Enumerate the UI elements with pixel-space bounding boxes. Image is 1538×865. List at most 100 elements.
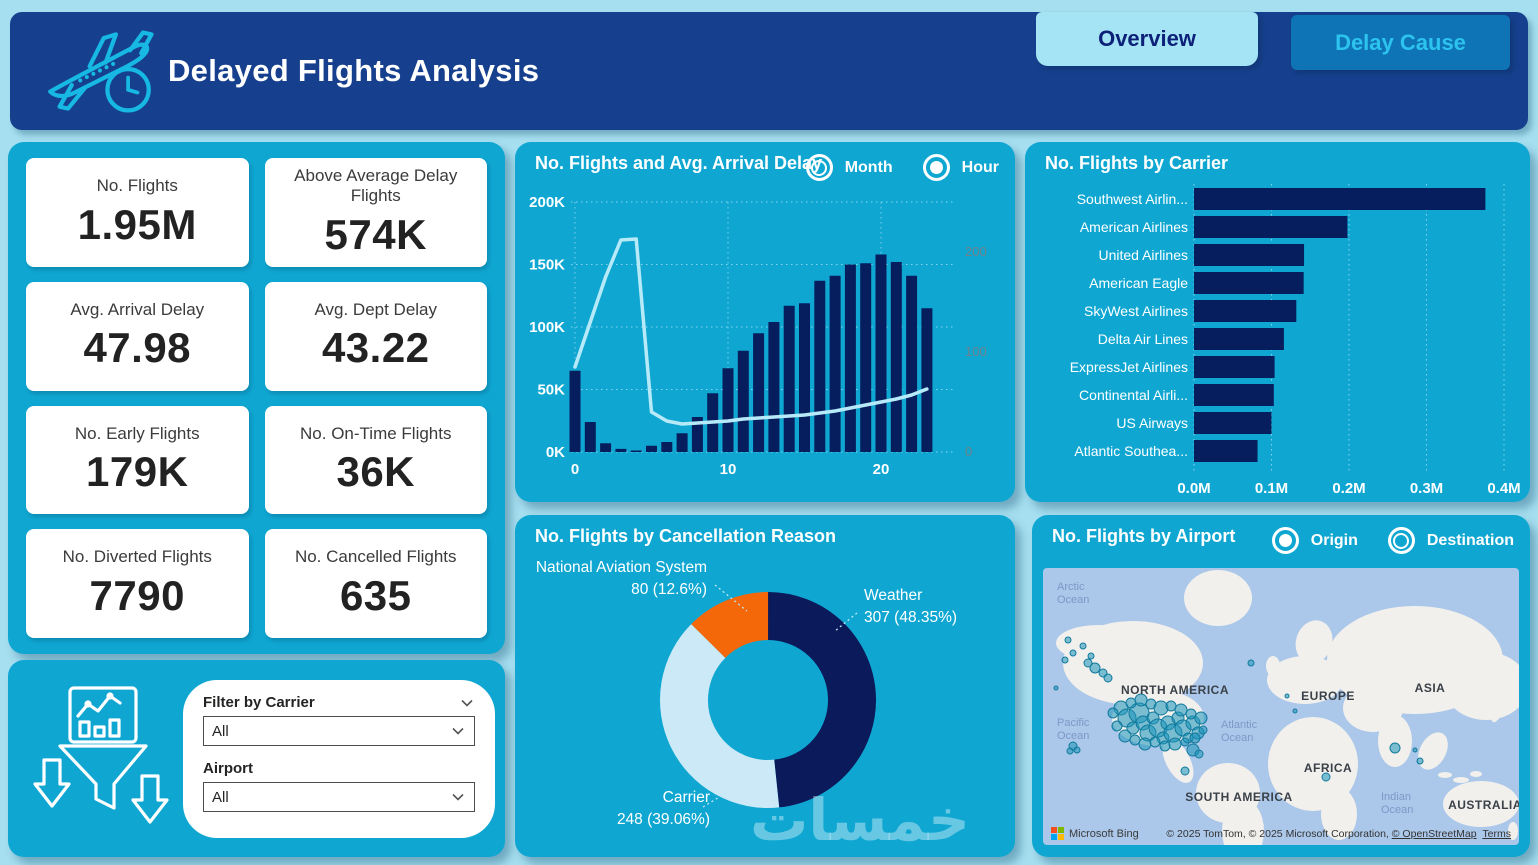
bar-hour-20[interactable]: [875, 254, 887, 453]
svg-text:Delta Air Lines: Delta Air Lines: [1098, 331, 1188, 347]
kpi-label: No. Early Flights: [74, 423, 200, 443]
radio-destination-icon[interactable]: [1387, 527, 1415, 554]
carrier-bar-9[interactable]: [1194, 440, 1258, 462]
bar-hour-22[interactable]: [906, 275, 918, 452]
airport-slicer-label: Airport: [203, 760, 253, 777]
carrier-bar-3[interactable]: [1194, 272, 1304, 294]
bar-hour-13[interactable]: [768, 322, 780, 452]
carrier-bar-0[interactable]: [1194, 188, 1486, 210]
bar-hour-6[interactable]: [661, 442, 673, 452]
bar-hour-17[interactable]: [829, 275, 841, 452]
toggle-hour-label: Hour: [961, 158, 999, 176]
toggle-hour[interactable]: Hour: [922, 154, 999, 181]
bar-hour-14[interactable]: [783, 305, 795, 452]
cancellation-donut-chart[interactable]: [515, 545, 1015, 857]
donut-slice-1[interactable]: [660, 624, 780, 808]
bar-hour-15[interactable]: [799, 303, 810, 452]
continent-label-3: AFRICA: [1304, 761, 1352, 775]
kpi-label: No. On-Time Flights: [300, 423, 452, 443]
kpi-grid: No. Flights 1.95M Above Average Delay Flig…: [26, 158, 487, 638]
bar-hour-1[interactable]: [584, 422, 596, 452]
carrier-bar-6[interactable]: [1194, 356, 1275, 378]
bar-hour-12[interactable]: [753, 333, 765, 452]
tab-overview[interactable]: Overview: [1036, 12, 1258, 66]
kpi-value: 1.95M: [77, 200, 197, 248]
carrier-bar-2[interactable]: [1194, 244, 1305, 266]
bar-hour-8[interactable]: [691, 417, 703, 452]
carrier-bar-1[interactable]: [1194, 216, 1348, 238]
terms-link[interactable]: Terms: [1482, 828, 1511, 840]
map-attribution-brand: Microsoft Bing: [1051, 827, 1139, 840]
donut-slice-0[interactable]: [767, 592, 876, 808]
kpi-card-avg-dept-delay: Avg. Dept Delay 43.22: [264, 281, 487, 391]
funnel-chart-icon: [33, 686, 169, 824]
bar-hour-23[interactable]: [921, 308, 933, 452]
svg-text:0.2M: 0.2M: [1332, 480, 1365, 497]
toggle-origin[interactable]: Origin: [1271, 527, 1358, 554]
bar-hour-16[interactable]: [814, 280, 826, 452]
carrier-bar-8[interactable]: [1194, 412, 1272, 434]
kpi-value: 635: [339, 571, 412, 619]
chevron-down-icon[interactable]: [459, 695, 475, 711]
svg-text:ExpressJet Airlines: ExpressJet Airlines: [1070, 359, 1188, 375]
ocean-label-3: Indian Ocean: [1381, 791, 1413, 816]
bar-hour-3[interactable]: [615, 448, 627, 452]
radio-month-icon[interactable]: [805, 154, 833, 181]
kpi-value: 47.98: [83, 324, 192, 372]
page-title: Delayed Flights Analysis: [168, 53, 540, 88]
map-attribution-copyright: © 2025 TomTom, © 2025 Microsoft Corporat…: [1166, 828, 1511, 840]
toggle-destination[interactable]: Destination: [1387, 527, 1514, 554]
bar-hour-21[interactable]: [890, 262, 902, 452]
carrier-bar-4[interactable]: [1194, 300, 1297, 322]
kpi-value: 574K: [324, 210, 427, 258]
kpi-value: 7790: [89, 571, 185, 619]
carrier-dropdown[interactable]: All: [203, 716, 475, 746]
bar-hour-7[interactable]: [676, 433, 688, 452]
kpi-label: Avg. Dept Delay: [314, 299, 438, 319]
radio-hour-icon[interactable]: [922, 154, 950, 181]
kpi-card-no-diverted-flights: No. Diverted Flights 7790: [26, 529, 249, 638]
airport-dropdown[interactable]: All: [203, 782, 475, 812]
ocean-label-0: Arctic Ocean: [1057, 581, 1089, 606]
svg-text:American Eagle: American Eagle: [1089, 275, 1188, 291]
chevron-down-icon: [452, 793, 464, 801]
carrier-bar-5[interactable]: [1194, 328, 1284, 350]
svg-text:200: 200: [965, 244, 987, 259]
bar-hour-19[interactable]: [860, 263, 872, 452]
bar-hour-11[interactable]: [737, 350, 749, 452]
toggle-month[interactable]: Month: [805, 154, 893, 181]
continent-label-5: AUSTRALIA: [1448, 798, 1519, 812]
world-map[interactable]: NORTH AMERICA EUROPE ASIA AFRICA SOUTH AMERI…: [1043, 568, 1519, 845]
radio-origin-icon[interactable]: [1271, 527, 1299, 554]
donut-slice-2[interactable]: [691, 591, 770, 659]
svg-text:100K: 100K: [529, 319, 565, 336]
slicer-box: Filter by Carrier All Airport All: [183, 680, 495, 838]
bar-hour-0[interactable]: [569, 370, 581, 452]
kpi-card-no-cancelled-flights: No. Cancelled Flights 635: [264, 529, 487, 638]
airport-dropdown-value: All: [212, 788, 229, 806]
airplane-clock-icon: [48, 30, 154, 113]
donut-label-carrier: Carrier 248 (39.06%): [616, 789, 710, 829]
bar-hour-5[interactable]: [646, 445, 657, 452]
cancellation-chart-panel: No. Flights by Cancellation Reason Natio…: [515, 515, 1015, 857]
continent-label-0: NORTH AMERICA: [1121, 683, 1229, 697]
map-toggles: Origin Destination: [1254, 527, 1514, 554]
combo-toggles: Month Hour: [788, 154, 999, 181]
donut-label-weather: Weather 307 (48.35%): [864, 587, 958, 627]
bar-hour-2[interactable]: [600, 443, 612, 452]
svg-text:Southwest Airlin...: Southwest Airlin...: [1077, 191, 1188, 207]
ocean-label-2: Atlantic Ocean: [1221, 719, 1258, 744]
openstreetmap-link[interactable]: © OpenStreetMap: [1391, 828, 1477, 840]
kpi-label: Avg. Arrival Delay: [70, 299, 205, 319]
kpi-panel: No. Flights 1.95M Above Average Delay Flig…: [8, 142, 505, 654]
tab-delay-cause[interactable]: Delay Cause: [1291, 15, 1510, 70]
map-panel: No. Flights by Airport Origin Destinatio…: [1032, 515, 1530, 857]
svg-text:0: 0: [571, 461, 579, 478]
bar-hour-10[interactable]: [722, 368, 734, 452]
bar-hour-18[interactable]: [844, 264, 856, 453]
carrier-bar-7[interactable]: [1194, 384, 1274, 406]
chevron-down-icon: [452, 727, 464, 735]
bar-hour-4[interactable]: [630, 450, 642, 453]
carrier-bar-chart[interactable]: 0.0M 0.1M 0.2M 0.3M 0.4M Southwest Airlin... A…: [1040, 182, 1520, 497]
